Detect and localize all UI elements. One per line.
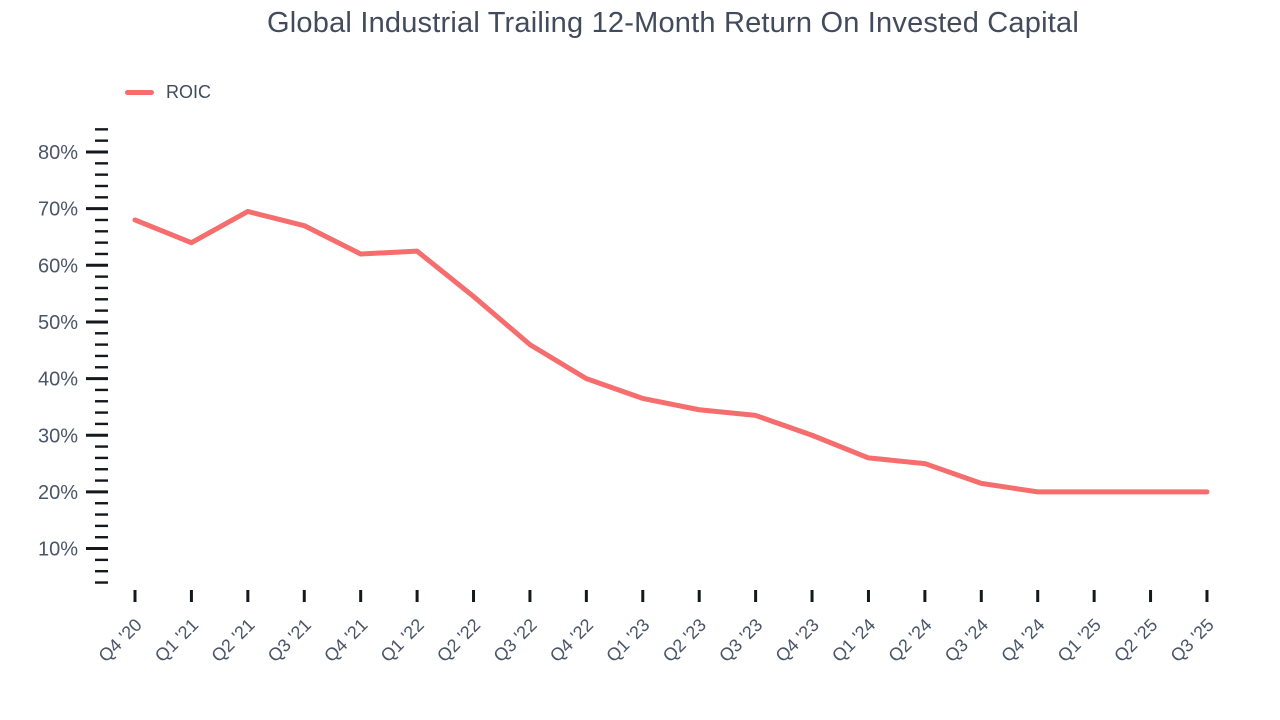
- x-axis-label: Q1 '24: [828, 615, 879, 666]
- x-axis-label: Q3 '22: [490, 615, 541, 666]
- x-axis-label: Q3 '23: [715, 615, 766, 666]
- y-axis-label: 40%: [38, 369, 78, 391]
- x-axis-label: Q4 '23: [772, 615, 823, 666]
- x-axis-label: Q4 '22: [546, 615, 597, 666]
- x-axis-label: Q3 '25: [1167, 615, 1218, 666]
- x-axis-label: Q4 '24: [997, 615, 1048, 666]
- y-axis-label: 80%: [38, 142, 78, 164]
- legend: ROIC: [125, 82, 211, 103]
- x-axis-label: Q2 '22: [433, 615, 484, 666]
- x-axis-label: Q4 '20: [95, 615, 146, 666]
- x-axis-label: Q3 '24: [941, 615, 992, 666]
- x-axis-label: Q2 '21: [207, 615, 258, 666]
- x-axis-label: Q2 '24: [884, 615, 935, 666]
- y-axis-label: 30%: [38, 425, 78, 447]
- roic-line: [132, 208, 1210, 495]
- chart-title: Global Industrial Trailing 12-Month Retu…: [267, 7, 1079, 39]
- x-axis-label: Q3 '21: [264, 615, 315, 666]
- x-axis-label: Q1 '23: [602, 615, 653, 666]
- y-axis-label: 70%: [38, 199, 78, 221]
- x-axis-label: Q1 '25: [1054, 615, 1105, 666]
- legend-line-swatch: [125, 90, 154, 95]
- x-axis-label: Q2 '23: [659, 615, 710, 666]
- x-axis-label: Q2 '25: [1110, 615, 1161, 666]
- x-axis-label: Q4 '21: [320, 615, 371, 666]
- x-axis-label: Q1 '22: [377, 615, 428, 666]
- y-axis-label: 50%: [38, 312, 78, 334]
- y-axis-label: 20%: [38, 482, 78, 504]
- legend-label: ROIC: [166, 82, 211, 102]
- y-axis-label: 60%: [38, 255, 78, 277]
- y-axis-label: 10%: [38, 539, 78, 561]
- x-axis-label: Q1 '21: [151, 615, 202, 666]
